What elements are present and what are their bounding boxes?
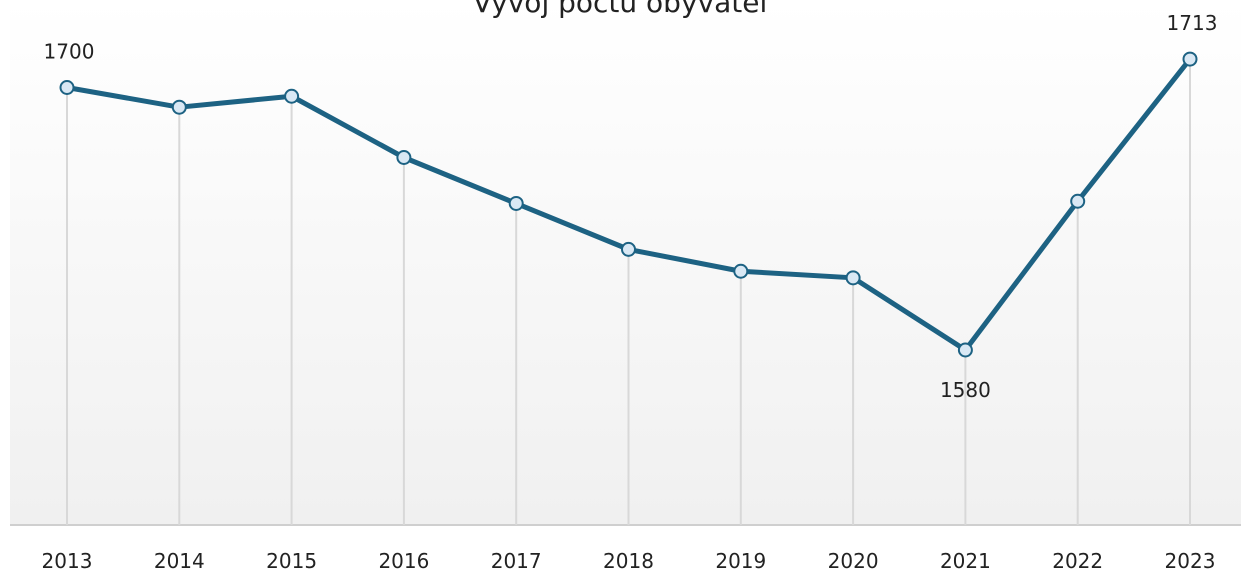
point xyxy=(733,263,749,279)
point xyxy=(396,150,412,165)
point xyxy=(284,88,300,104)
x-tick-label: 2022 xyxy=(1052,549,1103,573)
x-tick-label: 2023 xyxy=(1165,549,1216,573)
x-tick-label: 2019 xyxy=(715,549,766,573)
point xyxy=(845,270,861,286)
point xyxy=(508,195,524,211)
x-tick-label: 2020 xyxy=(828,549,879,573)
data-label: 1700 xyxy=(44,40,95,64)
chart-title: Vývoj počtu obyvatel xyxy=(473,0,767,19)
data-label: 1713 xyxy=(1167,11,1218,35)
x-tick-label: 2014 xyxy=(154,549,205,573)
data-label: 1580 xyxy=(940,378,991,402)
x-tick-label: 2021 xyxy=(940,549,991,573)
x-tick-label: 2017 xyxy=(491,549,542,573)
x-tick-label: 2013 xyxy=(42,549,93,573)
point xyxy=(621,241,636,257)
x-tick-label: 2016 xyxy=(378,549,429,573)
plot-background xyxy=(10,0,1241,525)
point xyxy=(59,80,75,95)
point xyxy=(171,99,187,115)
point xyxy=(957,342,973,358)
point xyxy=(1182,51,1198,67)
x-tick-label: 2018 xyxy=(603,549,654,573)
point xyxy=(1070,193,1086,209)
x-tick-label: 2015 xyxy=(266,549,317,573)
